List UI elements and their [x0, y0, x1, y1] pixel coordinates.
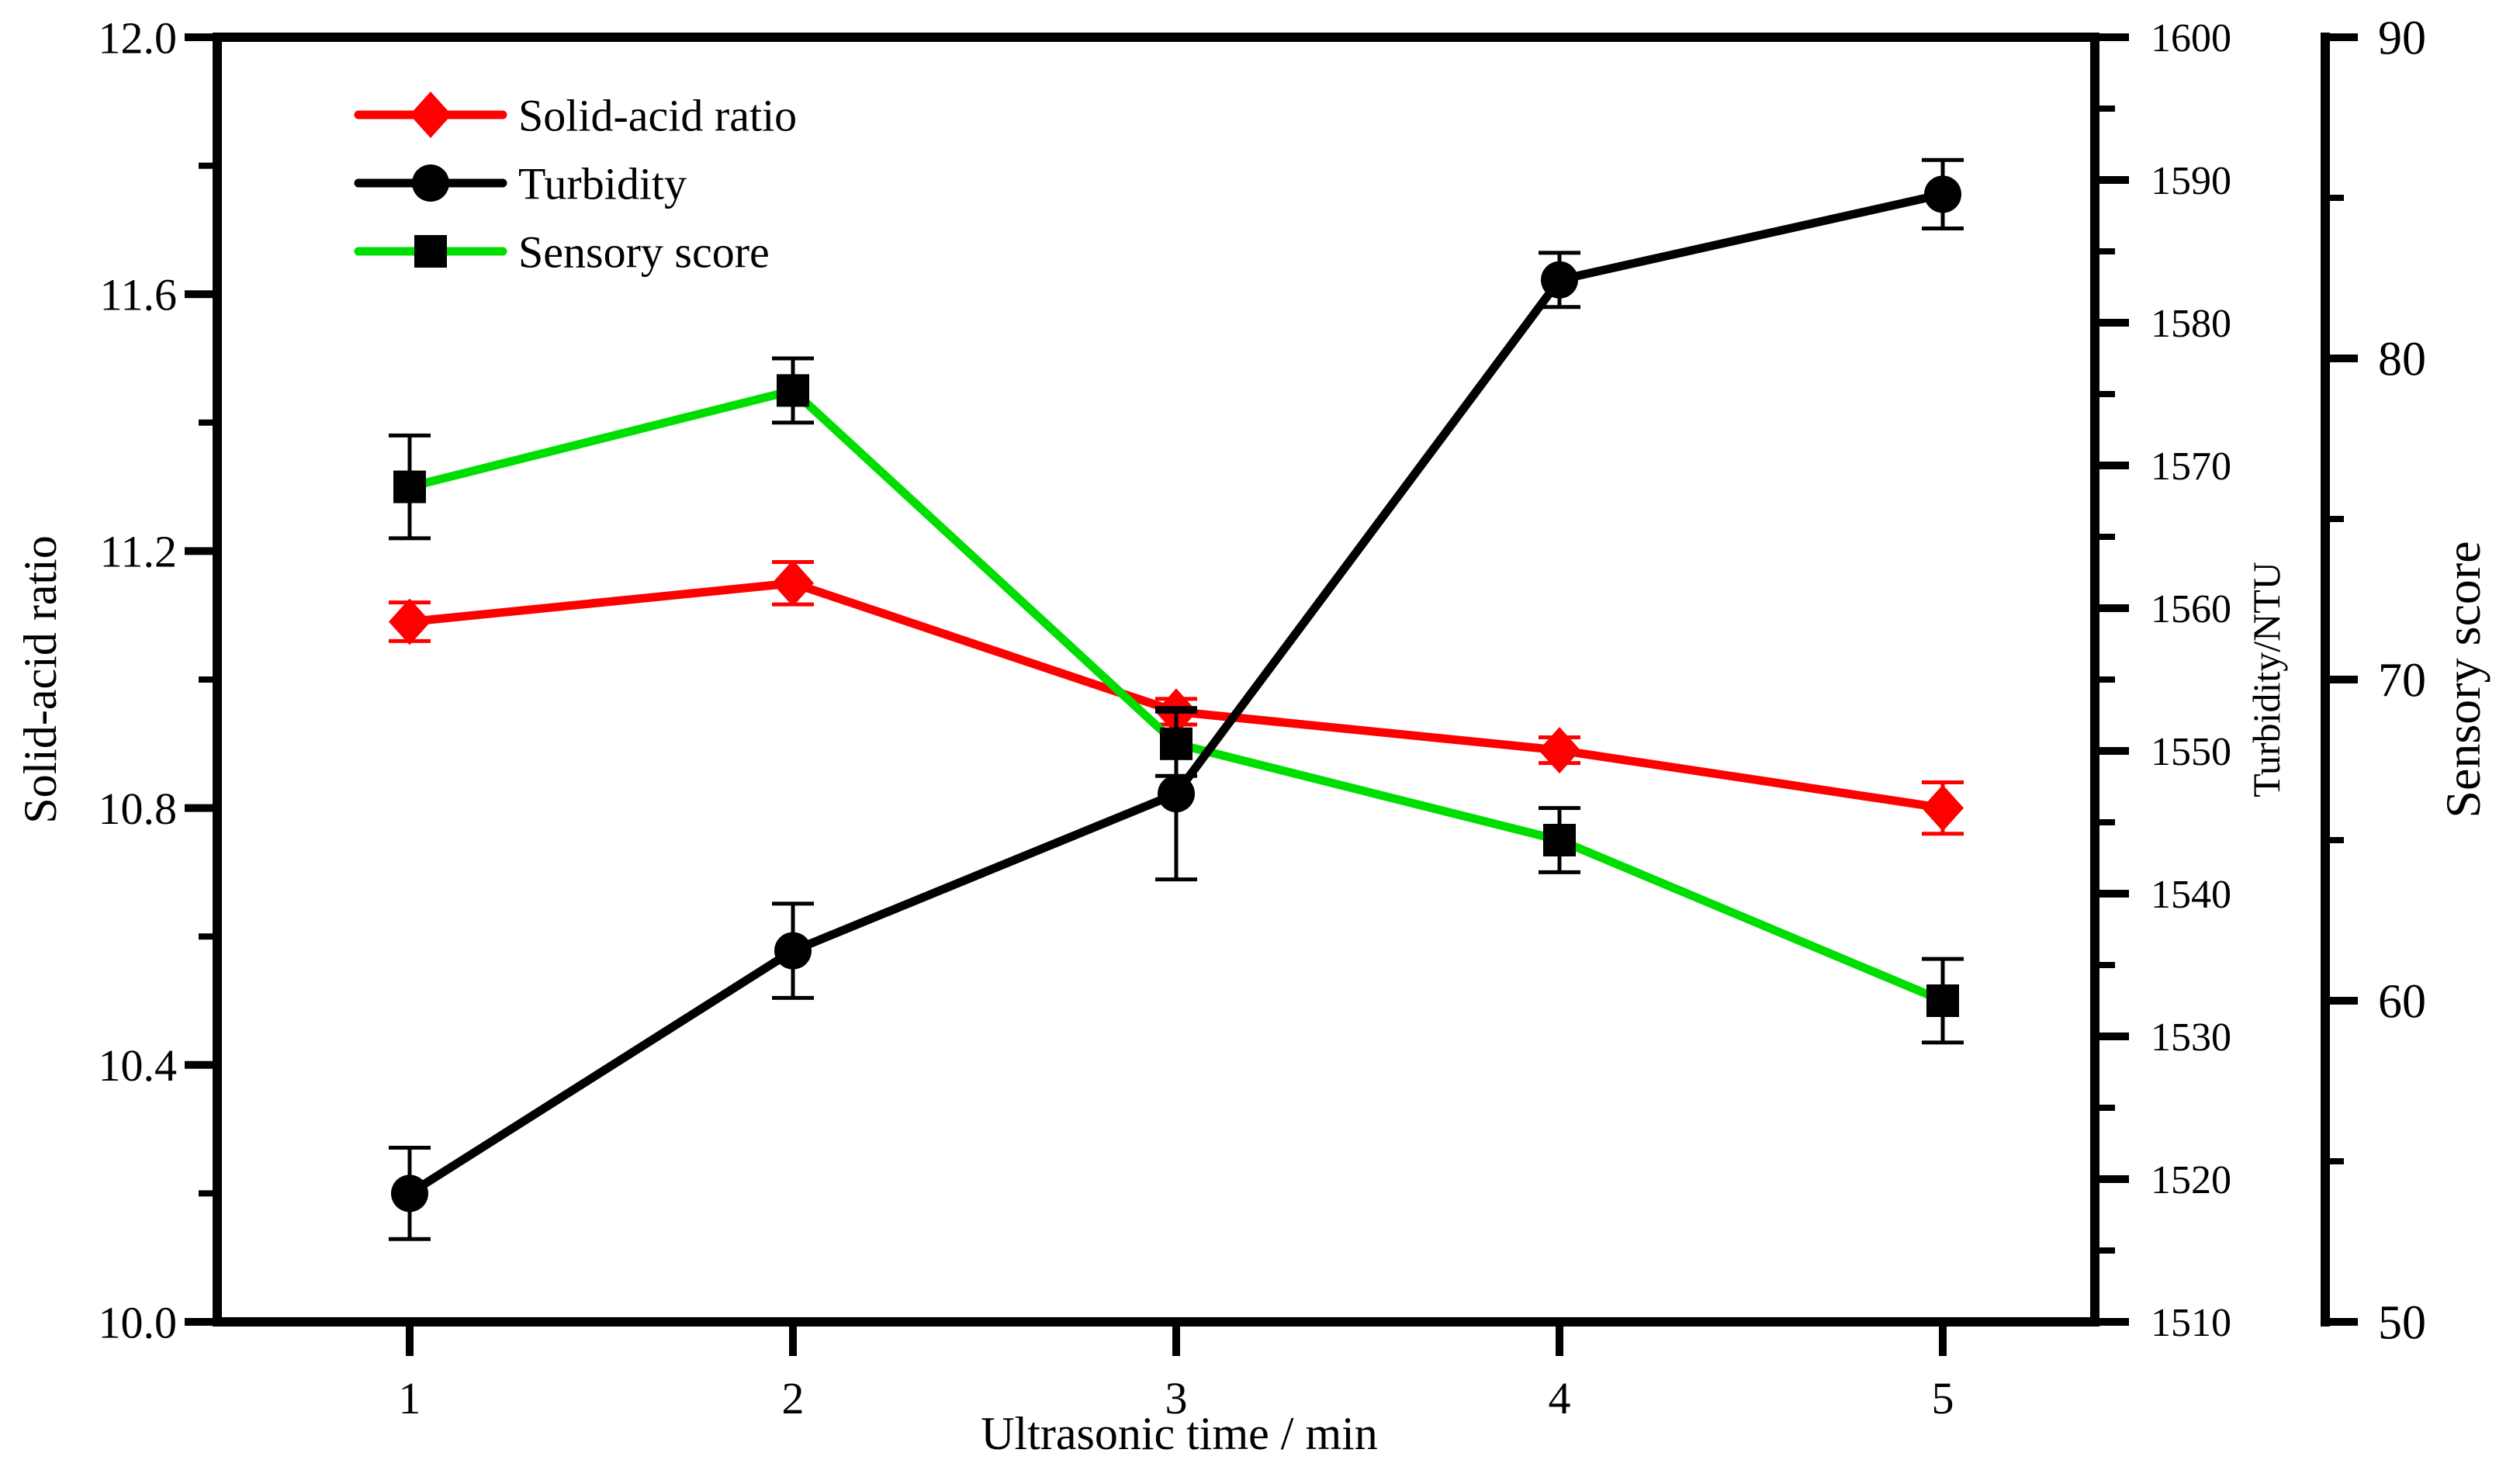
turbidity-axis-tick-label: 1600: [2151, 16, 2231, 61]
turbidity-axis-tick-label: 1510: [2151, 1301, 2231, 1345]
turbidity-axis-tick-label: 1570: [2151, 445, 2231, 489]
legend-label-solid-acid-ratio: Solid-acid ratio: [518, 90, 797, 140]
left-axis-tick-label: 12.0: [99, 12, 178, 63]
data-point-marker-diamond: [772, 559, 814, 607]
left-axis-tick-label: 10.8: [99, 784, 178, 834]
left-axis-title: Solid-acid ratio: [15, 535, 66, 824]
turbidity-axis-tick-label: 1530: [2151, 1015, 2231, 1060]
turbidity-axis-tick-label: 1520: [2151, 1158, 2231, 1202]
data-point-marker-diamond: [389, 598, 431, 645]
data-point-marker-square: [1543, 824, 1576, 856]
x-axis-tick-label: 3: [1165, 1373, 1188, 1423]
data-point-marker-circle: [774, 932, 812, 970]
sensory-axis-tick-label: 60: [2378, 976, 2426, 1029]
turbidity-axis-title: Turbidity/NTU: [2245, 562, 2288, 797]
data-point-marker-circle: [391, 1174, 428, 1212]
sensory-axis-tick-label: 50: [2378, 1297, 2426, 1350]
data-point-marker-square: [414, 235, 447, 268]
sensory-axis-tick-label: 80: [2378, 334, 2426, 386]
x-axis-tick-label: 4: [1549, 1373, 1571, 1423]
data-point-marker-diamond: [1922, 784, 1964, 832]
series-layer: [389, 157, 1964, 1241]
legend-item-sensory-score: [354, 235, 507, 268]
turbidity-axis-tick-label: 1550: [2151, 730, 2231, 774]
turbidity-axis-tick-label: 1580: [2151, 302, 2231, 346]
left-axis-tick-label: 10.0: [99, 1297, 178, 1347]
left-axis-tick-label: 10.4: [99, 1040, 178, 1091]
data-point-marker-circle: [1541, 261, 1578, 299]
left-axis-tick-label: 11.6: [100, 270, 177, 320]
turbidity-axis-tick-label: 1540: [2151, 873, 2231, 917]
data-point-marker-square: [1926, 984, 1959, 1017]
data-point-marker-diamond: [1539, 727, 1580, 774]
x-axis-tick-label: 2: [782, 1373, 805, 1423]
legend-label-sensory-score: Sensory score: [518, 227, 770, 277]
turbidity-axis-tick-label: 1560: [2151, 587, 2231, 631]
data-point-marker-circle: [1158, 775, 1195, 813]
x-axis-tick-label: 1: [399, 1373, 421, 1423]
legend-item-turbidity: [354, 164, 507, 202]
data-point-marker-square: [777, 374, 809, 407]
plot-frame: [213, 33, 2099, 1327]
series-turbidity: [389, 157, 1964, 1241]
axes-layer: 10.0 10.4 10.8 11.2 11.6 12.0 1 2 3 4 5 1510 1520 153…: [99, 12, 2427, 1423]
x-axis-tick-label: 5: [1932, 1373, 1954, 1423]
data-point-marker-circle: [412, 164, 449, 202]
legend-item-solid-acid-ratio: [354, 92, 507, 138]
sensory-axis-title: Sensory score: [2435, 541, 2491, 818]
x-axis-title: Ultrasonic time / min: [981, 1408, 1378, 1459]
turbidity-axis-tick-label: 1590: [2151, 159, 2231, 203]
data-point-marker-square: [393, 470, 426, 503]
legend-label-turbidity: Turbidity: [518, 158, 687, 209]
left-axis-tick-label: 11.2: [100, 527, 177, 577]
sensory-axis-tick-label: 90: [2378, 12, 2426, 65]
data-point-marker-diamond: [410, 92, 452, 138]
legend-layer: [354, 92, 507, 268]
sensory-axis-tick-label: 70: [2378, 655, 2426, 707]
data-point-marker-circle: [1924, 175, 1961, 213]
